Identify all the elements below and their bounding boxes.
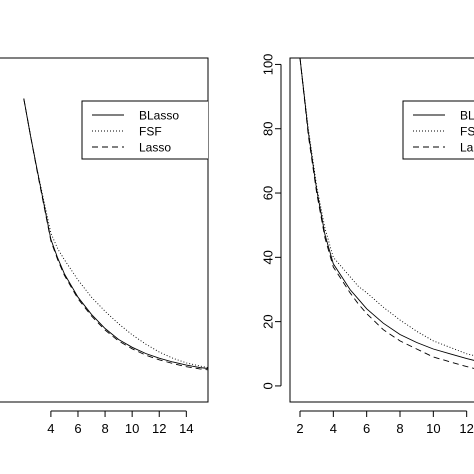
legend: BLasso FSF Lasso xyxy=(81,100,208,160)
legend-label: FS xyxy=(460,125,474,139)
x-tick-label: 10 xyxy=(125,421,139,436)
x-tick-label: 2 xyxy=(296,421,303,436)
y-tick-label: 100 xyxy=(261,54,276,76)
left-plot-panel: 4 6 8 10 12 14 BLasso FSF Lasso xyxy=(0,57,209,436)
x-tick-label: 12 xyxy=(152,421,166,436)
series-line-bl xyxy=(299,58,474,361)
legend-box xyxy=(81,100,208,160)
x-tick-label: 8 xyxy=(101,421,108,436)
right-plot-panel: 2 4 6 8 10 12 0 20 40 60 80 100 BL FS La xyxy=(261,54,474,436)
legend-label: Lasso xyxy=(139,141,171,155)
y-tick-label: 60 xyxy=(261,186,276,200)
legend-label: BL xyxy=(460,109,474,123)
x-tick-label: 4 xyxy=(47,421,54,436)
x-tick-label: 6 xyxy=(363,421,370,436)
series-line-lasso xyxy=(23,98,208,371)
legend-label: FSF xyxy=(139,125,162,139)
legend-box xyxy=(402,100,474,160)
legend-label: BLasso xyxy=(139,109,179,123)
x-tick-label: 14 xyxy=(179,421,193,436)
x-tick-label: 8 xyxy=(396,421,403,436)
y-tick-label: 0 xyxy=(261,382,276,389)
x-tick-label: 4 xyxy=(330,421,337,436)
y-tick-label: 40 xyxy=(261,250,276,264)
series-line-fs xyxy=(299,58,474,357)
series-line-fsf xyxy=(23,98,208,369)
plot-frame xyxy=(289,57,474,403)
y-tick-label: 80 xyxy=(261,121,276,135)
plot-frame xyxy=(0,57,209,403)
y-tick-label: 20 xyxy=(261,314,276,328)
x-tick-label: 12 xyxy=(459,421,473,436)
x-tick-label: 6 xyxy=(74,421,81,436)
x-tick-label: 10 xyxy=(426,421,440,436)
legend-label: La xyxy=(460,141,474,155)
series-line-la xyxy=(299,58,474,369)
legend: BL FS La xyxy=(402,100,474,160)
